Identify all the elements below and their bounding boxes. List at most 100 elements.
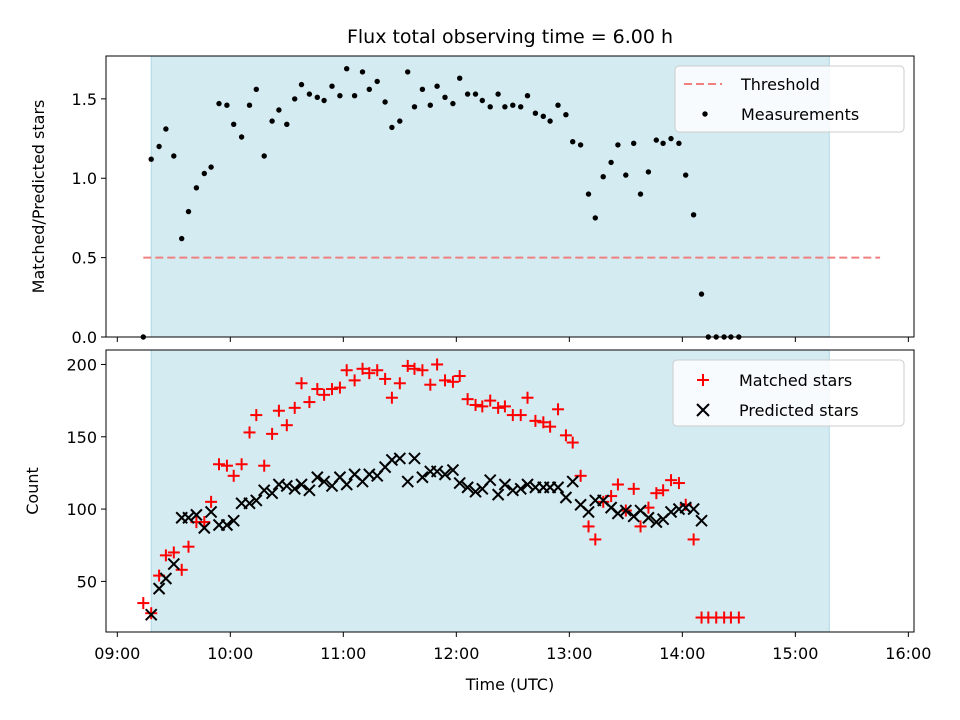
matched-star-point bbox=[295, 377, 308, 390]
measurement-point bbox=[276, 107, 282, 113]
measurement-point bbox=[450, 100, 456, 107]
measurement-points bbox=[140, 66, 742, 340]
legend-measurements-swatch bbox=[702, 111, 708, 117]
measurement-point bbox=[163, 126, 169, 132]
matched-star-point bbox=[175, 563, 188, 576]
matched-star-point bbox=[552, 403, 565, 416]
matched-star-point bbox=[521, 391, 534, 404]
measurement-point bbox=[540, 113, 546, 120]
matched-star-point bbox=[687, 533, 700, 546]
measurement-point bbox=[329, 83, 335, 89]
y-tick-label: 1.5 bbox=[72, 90, 97, 109]
measurement-point bbox=[344, 66, 350, 72]
matched-star-point bbox=[182, 540, 195, 553]
predicted-star-point bbox=[311, 471, 324, 484]
predicted-star-point bbox=[288, 482, 301, 496]
measurement-point bbox=[238, 134, 245, 140]
predicted-star-point bbox=[521, 478, 534, 491]
predicted-star-point bbox=[144, 608, 158, 621]
measurement-point bbox=[292, 96, 298, 102]
matched-star-point bbox=[672, 477, 685, 490]
measurement-point bbox=[464, 91, 471, 97]
matched-star-point bbox=[566, 436, 579, 449]
y-tick-label: 0.0 bbox=[72, 328, 97, 347]
matched-star-point bbox=[634, 520, 647, 533]
matched-star-point bbox=[484, 394, 497, 407]
matched-star-points bbox=[137, 358, 745, 624]
measurement-point bbox=[502, 104, 508, 110]
measurement-point bbox=[592, 215, 598, 221]
measurement-point bbox=[585, 191, 592, 197]
measurement-point bbox=[698, 291, 705, 297]
measurement-point bbox=[510, 102, 516, 108]
legend-measurements-label: Measurements bbox=[741, 105, 859, 124]
predicted-star-point bbox=[220, 518, 234, 532]
matched-star-point bbox=[393, 377, 406, 390]
measurement-point bbox=[253, 86, 259, 93]
matched-star-point bbox=[243, 426, 256, 439]
matched-star-point bbox=[492, 401, 505, 414]
matched-star-point bbox=[205, 495, 218, 508]
measurement-point bbox=[570, 139, 576, 145]
matched-star-point bbox=[266, 427, 279, 440]
matched-star-point bbox=[439, 374, 452, 387]
measurement-point bbox=[608, 159, 614, 166]
top-axes-frame bbox=[105, 55, 915, 338]
measurement-point bbox=[201, 170, 207, 177]
measurement-point bbox=[683, 172, 689, 178]
predicted-star-point bbox=[243, 497, 256, 510]
x-tick-label: 09:00 bbox=[94, 644, 140, 663]
matched-star-point bbox=[461, 393, 474, 406]
matched-star-point bbox=[514, 409, 527, 422]
predicted-star-point bbox=[566, 475, 579, 488]
measurement-point bbox=[156, 143, 162, 150]
predicted-star-point bbox=[190, 508, 203, 522]
predicted-star-point bbox=[446, 463, 460, 477]
predicted-star-point bbox=[642, 511, 655, 524]
top-legend: Threshold Measurements bbox=[674, 65, 905, 133]
matched-star-point bbox=[340, 364, 353, 377]
measurement-point bbox=[405, 69, 411, 75]
measurement-point bbox=[366, 86, 372, 93]
matched-star-point bbox=[272, 404, 285, 417]
predicted-star-point bbox=[650, 515, 663, 529]
measurement-point bbox=[631, 140, 637, 146]
measurement-point bbox=[434, 83, 440, 89]
predicted-star-point bbox=[416, 471, 429, 484]
predicted-star-point bbox=[695, 514, 708, 527]
measurement-point bbox=[314, 94, 320, 101]
matched-star-point bbox=[611, 478, 624, 491]
top-legend-box bbox=[674, 65, 905, 133]
matched-star-point bbox=[371, 364, 384, 377]
matched-star-point bbox=[379, 372, 392, 385]
x-tick-label: 14:00 bbox=[659, 644, 705, 663]
matched-star-point bbox=[732, 611, 745, 624]
measurement-point bbox=[359, 69, 366, 75]
measurement-point bbox=[547, 118, 553, 124]
measurement-point bbox=[351, 93, 358, 99]
predicted-star-point bbox=[611, 507, 625, 520]
measurement-point bbox=[411, 104, 418, 110]
predicted-star-point bbox=[152, 582, 166, 595]
matched-star-point bbox=[498, 400, 511, 413]
predicted-star-point bbox=[469, 485, 482, 498]
measurement-point bbox=[171, 153, 177, 159]
bottom-y-ticks: 50 100 150 200 bbox=[66, 355, 106, 591]
matched-star-point bbox=[385, 391, 398, 404]
matched-star-point bbox=[597, 495, 610, 508]
bottom-x-ticks: 09:00 10:00 11:00 12:00 13:00 14:00 15:00 16:00 bbox=[94, 632, 931, 663]
predicted-star-point bbox=[167, 557, 181, 571]
measurement-point bbox=[389, 124, 395, 131]
measurement-point bbox=[246, 102, 253, 108]
measurement-point bbox=[518, 104, 524, 110]
matched-star-point bbox=[311, 383, 324, 396]
measurement-point bbox=[532, 110, 539, 116]
y-tick-label: 150 bbox=[66, 428, 97, 447]
matched-star-point bbox=[258, 459, 271, 472]
matched-star-point bbox=[424, 378, 437, 391]
predicted-star-point bbox=[498, 478, 512, 491]
predicted-star-point bbox=[303, 484, 316, 497]
legend-threshold-label: Threshold bbox=[740, 75, 820, 94]
measurement-point bbox=[231, 121, 237, 128]
